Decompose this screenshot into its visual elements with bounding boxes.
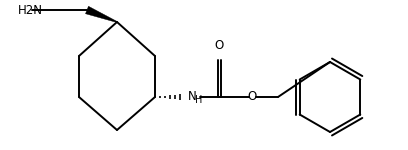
Text: O: O bbox=[214, 39, 224, 52]
Text: O: O bbox=[247, 90, 257, 104]
Text: H: H bbox=[195, 95, 202, 105]
Polygon shape bbox=[86, 6, 117, 22]
Text: H2N: H2N bbox=[18, 3, 43, 16]
Text: N: N bbox=[188, 90, 197, 104]
